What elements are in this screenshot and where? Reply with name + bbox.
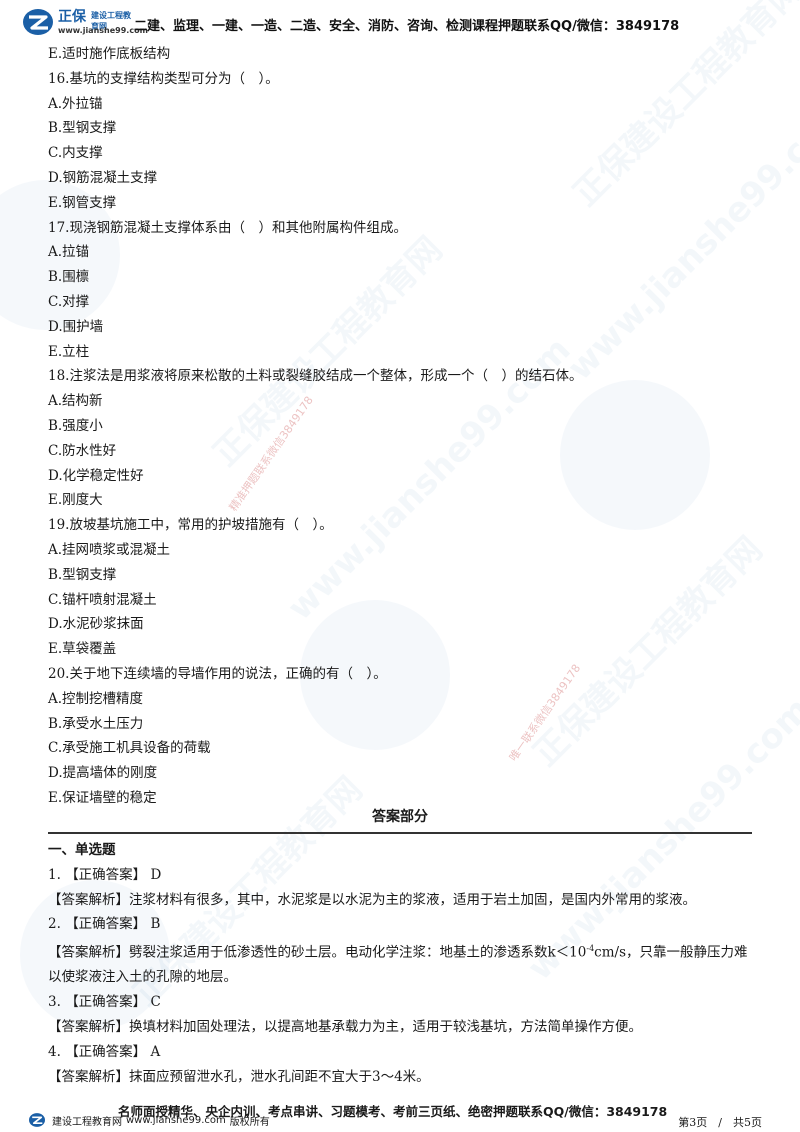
question-line: B.围檩 — [48, 269, 90, 286]
footer-logo-icon — [29, 1113, 45, 1127]
answer-label: 【正确答案】 — [65, 994, 147, 1011]
question-line: 17.现浇钢筋混凝土支撑体系由（ ）和其他附属构件组成。 — [48, 219, 407, 236]
brand-url: www.jianshe99.com — [58, 26, 148, 35]
analysis-label: 【答案解析】 — [48, 944, 129, 961]
question-line: A.外拉锚 — [48, 95, 103, 112]
question-line: C.承受施工机具设备的荷载 — [48, 740, 211, 757]
answer-number: 3. — [48, 994, 61, 1011]
question-line: E.钢管支撑 — [48, 194, 117, 211]
answer-item: 2. 【正确答案】 B — [48, 912, 752, 937]
question-line: 18.注浆法是用浆液将原来松散的土料或裂缝胶结成一个整体，形成一个（ ）的结石体… — [48, 368, 583, 385]
question-line: C.防水性好 — [48, 442, 117, 459]
answer-analysis: 【答案解析】抹面应预留泄水孔，泄水孔间距不宜大于3～4米。 — [48, 1065, 752, 1090]
question-line: D.围护墙 — [48, 318, 104, 335]
footer-rights: 版权所有 — [229, 1116, 270, 1128]
question-line: A.控制挖槽精度 — [48, 690, 144, 707]
answer-number: 2. — [48, 916, 61, 933]
answer-label: 【正确答案】 — [65, 866, 147, 883]
question-line: C.内支撑 — [48, 145, 103, 162]
question-line: 16.基坑的支撑结构类型可分为（ ）。 — [48, 70, 279, 87]
brand-name: 正保 — [58, 9, 86, 25]
analysis-label: 【答案解析】 — [48, 891, 129, 908]
question-line: 20.关于地下连续墙的导墙作用的说法，正确的有（ ）。 — [48, 665, 387, 682]
question-line: E.刚度大 — [48, 492, 103, 509]
question-line: D.水泥砂浆抹面 — [48, 616, 144, 633]
answer-section-title: 答案部分 — [372, 809, 428, 825]
question-line: D.钢筋混凝土支撑 — [48, 169, 158, 186]
question-line: C.对撑 — [48, 293, 90, 310]
question-line: E.立柱 — [48, 343, 90, 360]
analysis-label: 【答案解析】 — [48, 1019, 129, 1036]
analysis-text: 抹面应预留泄水孔，泄水孔间距不宜大于3～4米。 — [129, 1068, 430, 1085]
answer-value: A — [150, 1043, 161, 1060]
question-line: B.承受水土压力 — [48, 715, 144, 732]
question-line: A.拉锚 — [48, 244, 90, 261]
question-line: B.型钢支撑 — [48, 120, 117, 137]
question-line: 19.放坡基坑施工中，常用的护坡措施有（ ）。 — [48, 517, 333, 534]
answer-analysis: 【答案解析】换填材料加固处理法，以提高地基承载力为主，适用于较浅基坑，方法简单操… — [48, 1015, 752, 1040]
question-line: B.强度小 — [48, 417, 103, 434]
footer-brand: 建设工程教育网 www.jianshe99.com 版权所有 — [28, 1112, 274, 1128]
answer-item: 4. 【正确答案】 A — [48, 1040, 752, 1065]
answer-number: 1. — [48, 866, 61, 883]
header-contact-text: 二建、监理、一建、一造、二造、安全、消防、咨询、检测课程押题联系QQ/微信：38… — [134, 19, 680, 34]
question-line: A.结构新 — [48, 393, 103, 410]
footer-contact-text: 名师面授精华、央企内训、考点串讲、习题模考、考前三页纸、绝密押题联系QQ/微信：… — [118, 1104, 668, 1119]
question-list: E.适时施作底板结构 16.基坑的支撑结构类型可分为（ ）。 A.外拉锚 B.型… — [48, 42, 758, 811]
analysis-text: cm/s，只靠一般静压力难以使浆液注入土的孔隙的地层。 — [48, 944, 748, 986]
answer-label: 【正确答案】 — [65, 916, 147, 933]
question-line: E.保证墙壁的稳定 — [48, 789, 157, 806]
answer-item: 1. 【正确答案】 D — [48, 863, 752, 888]
question-line: E.草袋覆盖 — [48, 641, 117, 658]
question-line: E.适时施作底板结构 — [48, 46, 171, 62]
footer-url: www.jianshe99.com — [126, 1114, 226, 1126]
question-line: B.型钢支撑 — [48, 566, 117, 583]
answer-item: 3. 【正确答案】 C — [48, 990, 752, 1015]
brand-subtitle: 建设工程教育网 — [91, 11, 131, 31]
answer-analysis: 【答案解析】劈裂注浆适用于低渗透性的砂土层。电动化学注浆：地基土的渗透系数k＜1… — [48, 937, 752, 990]
answer-analysis: 【答案解析】注浆材料有很多，其中，水泥浆是以水泥为主的浆液，适用于岩土加固，是国… — [48, 888, 752, 913]
question-line: D.化学稳定性好 — [48, 467, 144, 484]
section-heading: 一、单选题 — [48, 842, 116, 858]
divider — [48, 832, 752, 834]
analysis-label: 【答案解析】 — [48, 1068, 129, 1085]
question-line: D.提高墙体的刚度 — [48, 765, 158, 782]
page-footer: 名师面授精华、央企内训、考点串讲、习题模考、考前三页纸、绝密押题联系QQ/微信：… — [0, 1100, 800, 1132]
answer-list: 一、单选题 1. 【正确答案】 D 【答案解析】注浆材料有很多，其中，水泥浆是以… — [48, 838, 752, 1089]
answer-value: B — [150, 916, 161, 933]
page-number: 第3页 / 共5页 — [678, 1116, 762, 1129]
answer-value: D — [150, 866, 162, 883]
analysis-text: 劈裂注浆适用于低渗透性的砂土层。电动化学注浆：地基土的渗透系数k＜10 — [129, 944, 587, 961]
answer-number: 4. — [48, 1043, 61, 1060]
brand-logo-icon — [23, 9, 53, 35]
page-header: 正保 建设工程教育网 www.jianshe99.com 二建、监理、一建、一造… — [18, 4, 788, 42]
analysis-text: 注浆材料有很多，其中，水泥浆是以水泥为主的浆液，适用于岩土加固，是国内外常用的浆… — [129, 891, 696, 908]
answer-value: C — [150, 994, 161, 1011]
analysis-text: 换填材料加固处理法，以提高地基承载力为主，适用于较浅基坑，方法简单操作方便。 — [129, 1019, 642, 1036]
brand-logo: 正保 建设工程教育网 www.jianshe99.com — [18, 4, 148, 42]
question-line: C.锚杆喷射混凝土 — [48, 591, 157, 608]
answer-label: 【正确答案】 — [65, 1043, 147, 1060]
question-line: A.挂网喷浆或混凝土 — [48, 541, 171, 558]
analysis-exponent: -4 — [586, 944, 595, 954]
footer-brand-name: 建设工程教育网 — [52, 1116, 122, 1128]
